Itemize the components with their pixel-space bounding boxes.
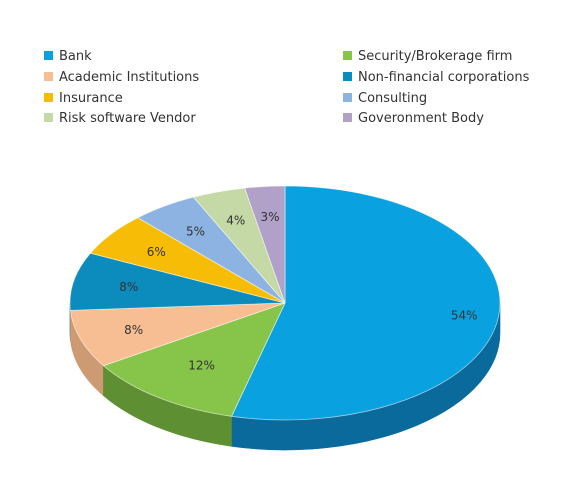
legend-item-security-brokerage-firm: Security/Brokerage firm	[343, 49, 512, 64]
legend-label: Risk software Vendor	[59, 111, 196, 126]
legend-label: Consulting	[358, 91, 427, 106]
legend-label: Insurance	[59, 91, 123, 106]
legend-label: Non-financial corporations	[358, 70, 530, 85]
data-label-security-brokerage-firm: 12%	[188, 358, 215, 372]
data-label-goveronment-body: 3%	[261, 210, 280, 224]
legend-swatch	[343, 51, 352, 60]
legend-item-risk-software-vendor: Risk software Vendor	[44, 111, 196, 126]
legend-item-bank: Bank	[44, 49, 92, 64]
legend-label: Academic Institutions	[59, 70, 199, 85]
legend-swatch	[44, 51, 53, 60]
legend-swatch	[343, 113, 352, 122]
legend-item-non-financial-corporations: Non-financial corporations	[343, 70, 530, 85]
data-label-bank: 54%	[451, 308, 478, 322]
data-label-academic-institutions: 8%	[124, 323, 143, 337]
legend-swatch	[44, 93, 53, 102]
legend-item-insurance: Insurance	[44, 91, 123, 106]
data-label-risk-software-vendor: 4%	[226, 214, 245, 228]
pie-slices	[70, 186, 500, 420]
legend-item-academic-institutions: Academic Institutions	[44, 70, 199, 85]
data-label-non-financial-corporations: 8%	[119, 280, 138, 294]
legend-swatch	[44, 72, 53, 81]
legend-swatch	[343, 72, 352, 81]
data-label-insurance: 6%	[147, 245, 166, 259]
legend: Bank Academic Institutions Insurance Risk s…	[44, 49, 530, 126]
legend-item-consulting: Consulting	[343, 91, 427, 106]
legend-swatch	[44, 113, 53, 122]
legend-item-goveronment-body: Goveronment Body	[343, 111, 484, 126]
legend-label: Bank	[59, 49, 92, 64]
legend-swatch	[343, 93, 352, 102]
data-label-consulting: 5%	[186, 224, 205, 238]
legend-label: Goveronment Body	[358, 111, 484, 126]
legend-label: Security/Brokerage firm	[358, 49, 512, 64]
